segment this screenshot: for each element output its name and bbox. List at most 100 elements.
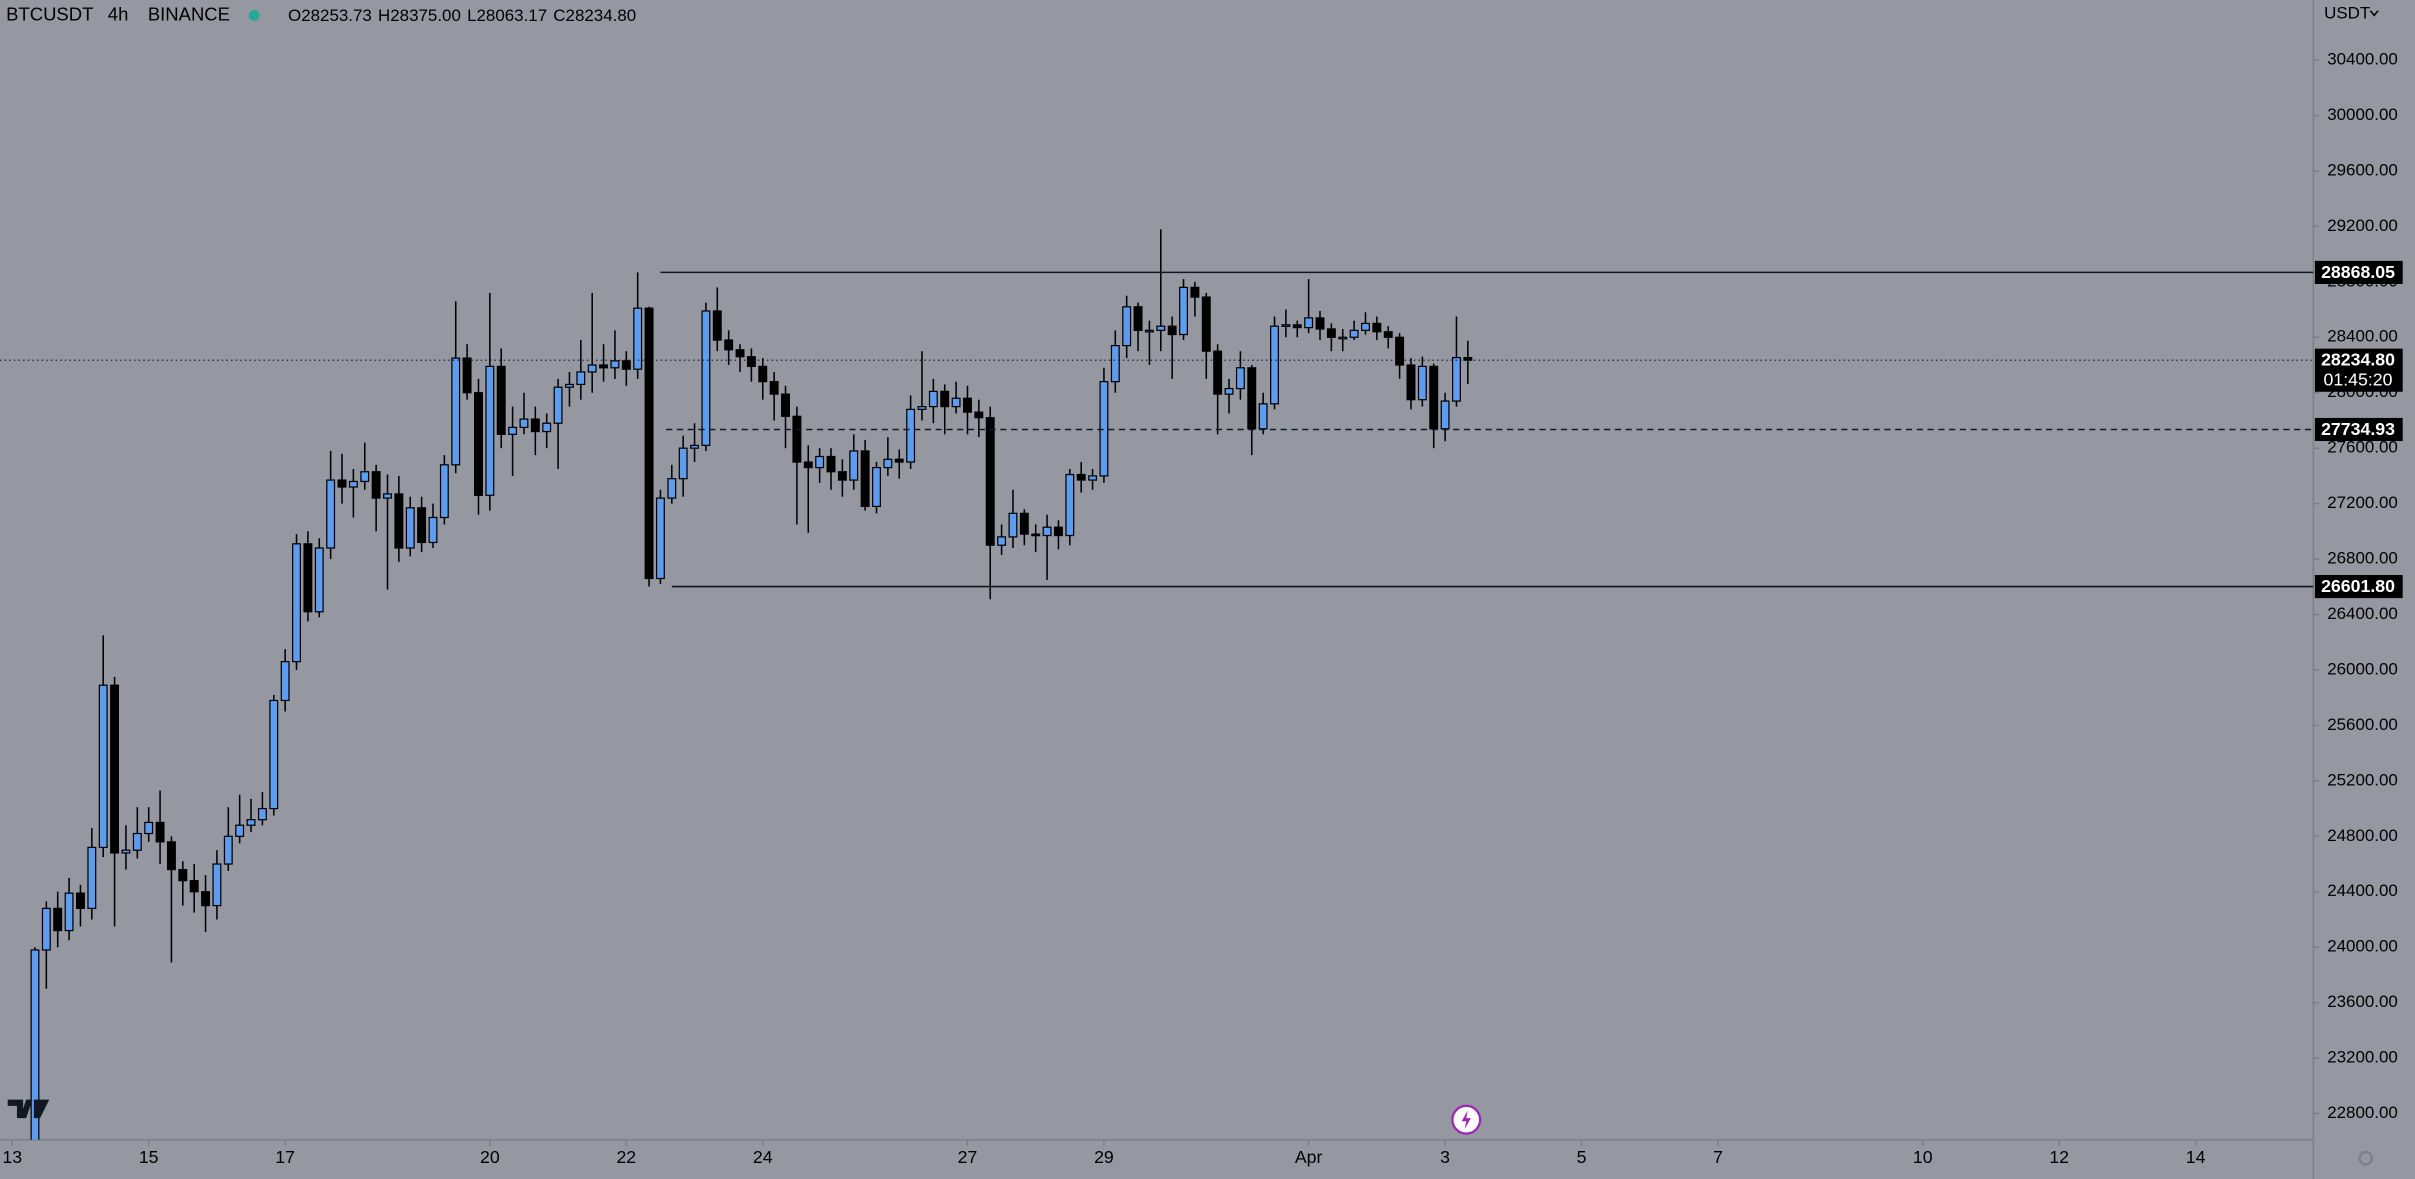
x-tick-label: 7 (1713, 1147, 1723, 1167)
candle-body (303, 543, 313, 613)
candle-body (599, 364, 609, 369)
candle-body (189, 880, 199, 893)
candle-body (769, 381, 779, 395)
currency-selector[interactable]: USDT (2324, 3, 2370, 22)
candle-body (530, 418, 540, 433)
candle-body (212, 863, 222, 907)
candle-body (792, 415, 802, 463)
candle-body (1315, 317, 1325, 330)
candle-body (815, 455, 825, 469)
settings-icon[interactable] (2358, 1150, 2374, 1166)
candle-body (178, 868, 188, 882)
candle-body (724, 339, 734, 351)
x-tick-label: 14 (2186, 1147, 2206, 1167)
interval[interactable]: 4h (108, 3, 129, 24)
ohlc-prefix: C (553, 6, 565, 25)
candle-body (337, 479, 347, 488)
y-tick-label: 27600.00 (2327, 438, 2398, 457)
candle-body (1395, 336, 1405, 366)
candle-body (1463, 356, 1473, 361)
x-tick-label: Apr (1295, 1147, 1323, 1167)
y-tick-label: 26400.00 (2327, 604, 2398, 623)
candle-body (872, 466, 881, 508)
candle-body (746, 356, 756, 368)
tradingview-logo[interactable] (7, 1099, 50, 1119)
candle-body (803, 461, 813, 469)
candle-body (1304, 317, 1314, 329)
candle-body (485, 365, 495, 496)
candle-body (1031, 533, 1041, 537)
candle-body (166, 841, 176, 871)
candle-body (360, 471, 370, 483)
candle-body (542, 422, 552, 433)
candle-body (906, 408, 916, 463)
y-tick-label: 28400.00 (2327, 327, 2398, 346)
x-tick-label: 20 (480, 1147, 500, 1167)
candle-body (1349, 329, 1359, 338)
candle-body (917, 405, 927, 410)
candle-body (701, 310, 711, 447)
candle-body (1417, 365, 1427, 401)
y-tick-label: 24400.00 (2327, 881, 2398, 900)
candle-body (712, 310, 722, 341)
candle-body (53, 907, 63, 932)
candle-body (940, 390, 950, 408)
candle-body (223, 835, 233, 865)
candle-body (1258, 403, 1268, 430)
candle-body (735, 349, 745, 358)
y-tick-label: 25600.00 (2327, 715, 2398, 734)
candle-body (1076, 473, 1086, 481)
candle-body (121, 849, 131, 854)
candle-body (30, 949, 40, 1140)
y-tick-label: 25200.00 (2327, 770, 2398, 789)
candle-body (1122, 306, 1132, 347)
exchange: BINANCE (148, 3, 230, 24)
candle-body (132, 832, 142, 851)
candle-body (1042, 526, 1052, 537)
candle-body (644, 307, 654, 580)
ohlc-prefix: L (467, 6, 476, 25)
ohlc-legend: O28253.73 H28375.00 L28063.17 C28234.80 (288, 6, 636, 25)
ohlc-value: 28253.73 (301, 6, 372, 25)
price-badge-label: 27734.93 (2321, 419, 2395, 439)
candle-body (587, 364, 597, 373)
candle-body (985, 417, 995, 546)
candle-body (951, 397, 961, 408)
candle-body (678, 447, 688, 480)
ohlc-value: 28375.00 (390, 6, 461, 25)
candle-body (201, 891, 211, 907)
candle-body (269, 699, 279, 810)
candle-body (564, 383, 574, 388)
candle-body (326, 479, 336, 549)
y-tick-label: 29600.00 (2327, 160, 2398, 179)
candle-body (1088, 475, 1098, 481)
candle-body (348, 480, 358, 488)
candle-body (576, 371, 586, 386)
y-tick-label: 23600.00 (2327, 992, 2398, 1011)
candle-body (1440, 400, 1450, 430)
candle-body (826, 455, 836, 473)
candle-body (655, 497, 665, 580)
candle-body (1361, 322, 1370, 331)
candle-body (690, 444, 700, 449)
candle-body (1179, 286, 1189, 336)
candle-body (496, 365, 506, 435)
candle-body (837, 471, 847, 481)
lightning-icon[interactable] (1451, 1104, 1482, 1135)
candle-body (1144, 329, 1154, 333)
x-tick-label: 17 (275, 1147, 295, 1167)
candle-body (371, 471, 381, 499)
candle-body (110, 684, 120, 854)
candle-body (974, 411, 984, 419)
candle-body (1406, 364, 1416, 401)
candle-body (41, 907, 51, 951)
symbol[interactable]: BTCUSDT (6, 3, 93, 24)
candle-body (64, 892, 74, 932)
currency-caret[interactable] (2369, 10, 2379, 17)
candle-body (883, 458, 893, 469)
candle-body (928, 390, 938, 408)
candle-body (474, 392, 483, 496)
